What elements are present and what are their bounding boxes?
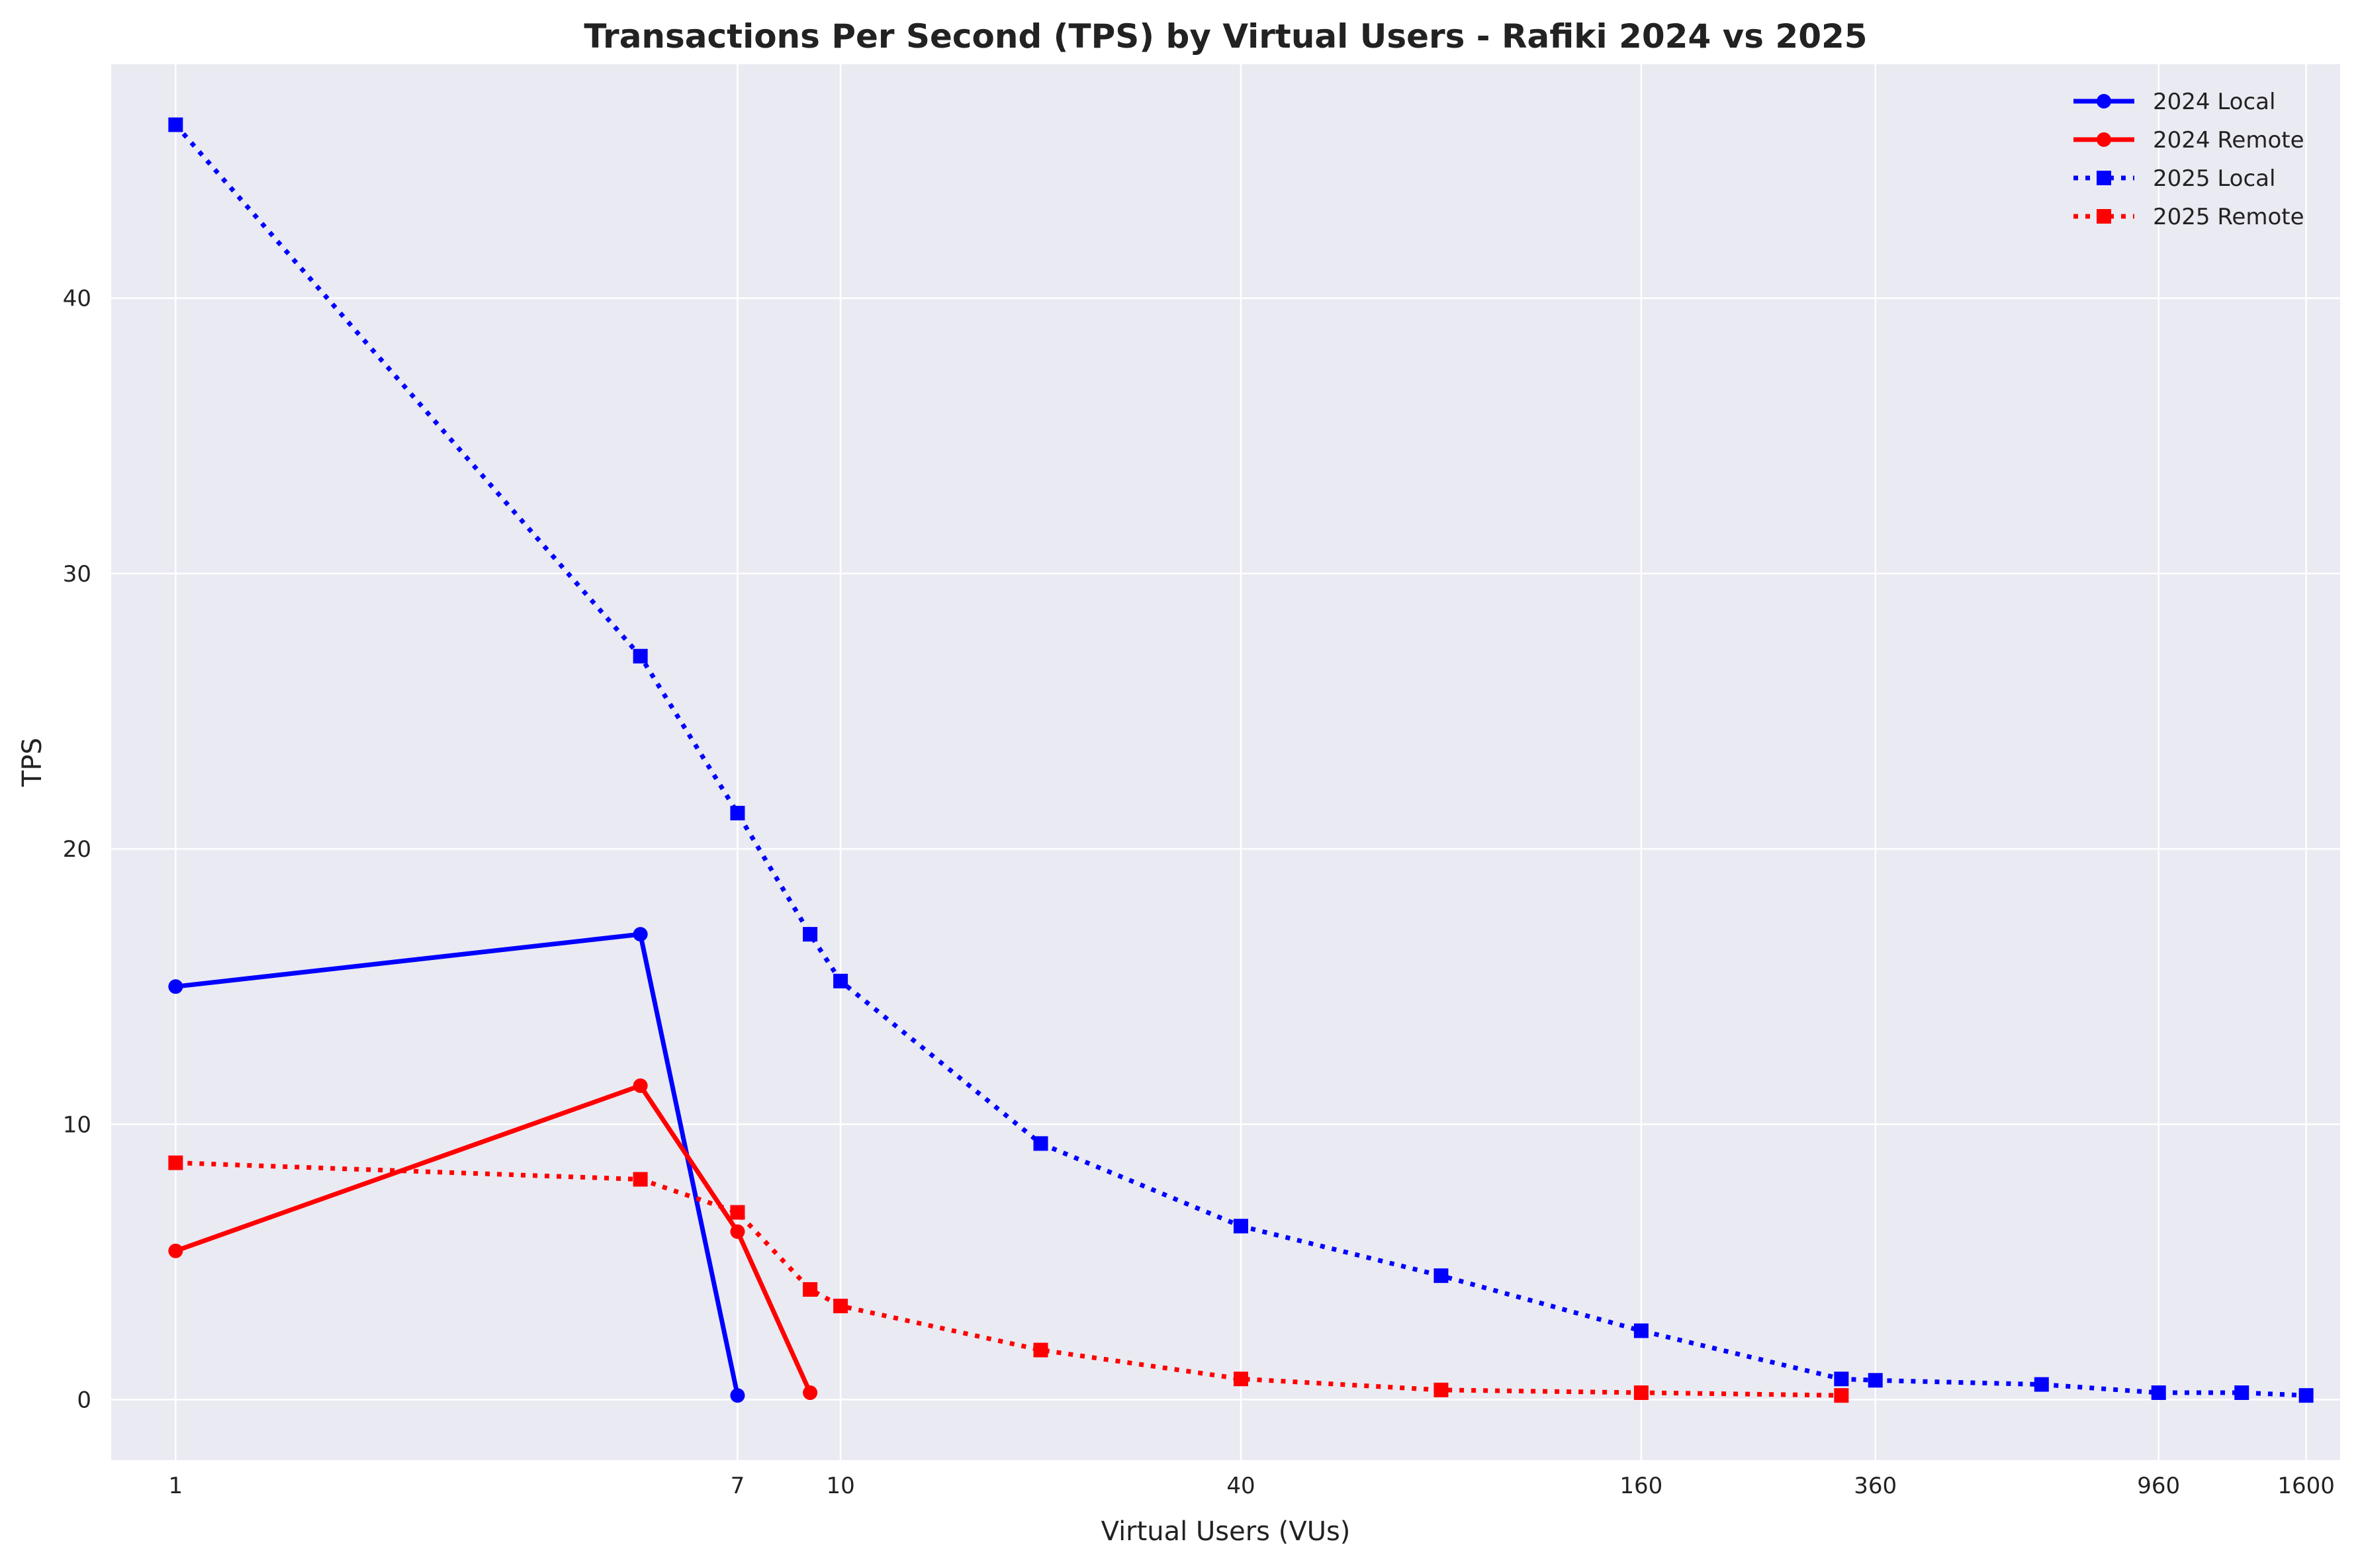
series-line xyxy=(175,1083,813,1394)
data-point xyxy=(168,1243,183,1258)
legend-item: 2024 Remote xyxy=(2073,127,2304,153)
data-point xyxy=(803,1282,818,1297)
x-tick-label: 160 xyxy=(1619,1473,1662,1499)
data-point xyxy=(803,927,818,942)
x-tick-label: 10 xyxy=(826,1473,854,1499)
legend-label: 2025 Remote xyxy=(2153,204,2304,230)
y-tick-label: 30 xyxy=(63,561,91,588)
legend-item: 2025 Remote xyxy=(2073,204,2304,230)
data-point xyxy=(633,648,648,664)
x-tick-label: 1 xyxy=(169,1473,183,1499)
data-point xyxy=(1233,1372,1248,1387)
legend-label: 2024 Remote xyxy=(2153,127,2304,153)
legend-label: 2025 Local xyxy=(2153,165,2275,192)
series-2025-local xyxy=(168,117,2314,1403)
data-point xyxy=(2298,1388,2314,1403)
data-point xyxy=(1633,1385,1649,1401)
data-point xyxy=(168,1155,183,1170)
legend-marker xyxy=(2097,209,2111,224)
data-point xyxy=(1233,1219,1248,1234)
grid-lines xyxy=(111,64,2340,1460)
data-point xyxy=(833,1298,848,1313)
data-point xyxy=(2151,1385,2166,1401)
data-point xyxy=(1834,1388,1849,1403)
chart-title: Transactions Per Second (TPS) by Virtual… xyxy=(584,17,1867,56)
legend-item: 2025 Local xyxy=(2073,165,2275,192)
data-point xyxy=(633,927,648,942)
series-2024-local xyxy=(168,927,745,1403)
legend-marker xyxy=(2097,132,2111,147)
x-tick-label: 7 xyxy=(731,1473,745,1499)
data-point xyxy=(833,973,848,988)
plot-area xyxy=(111,64,2340,1460)
x-tick-label: 40 xyxy=(1226,1473,1255,1499)
legend-marker xyxy=(2097,94,2111,109)
y-tick-label: 40 xyxy=(63,286,91,312)
x-tick-label: 360 xyxy=(1854,1473,1897,1499)
data-point xyxy=(168,117,183,132)
data-point xyxy=(730,1388,745,1403)
data-point xyxy=(1433,1382,1449,1397)
data-point xyxy=(633,1172,648,1187)
data-point xyxy=(1868,1373,1883,1388)
data-point xyxy=(1633,1323,1649,1338)
x-axis-label: Virtual Users (VUs) xyxy=(1101,1516,1351,1547)
data-point xyxy=(2034,1377,2049,1392)
x-tick-label: 1600 xyxy=(2277,1473,2335,1499)
y-tick-label: 0 xyxy=(77,1387,91,1413)
data-point xyxy=(730,1224,745,1239)
y-tick-label: 10 xyxy=(63,1111,91,1138)
tick-labels: 1 7 10 40 160 360 960 1600 0 10 20 30 40 xyxy=(63,286,2335,1499)
series-2024-remote xyxy=(168,1078,818,1401)
series-2025-remote xyxy=(168,1155,1849,1403)
series-line xyxy=(175,1160,1842,1398)
legend: 2024 Local 2024 Remote 2025 Local 2025 Remo… xyxy=(2073,89,2304,230)
legend-item: 2024 Local xyxy=(2073,89,2275,115)
legend-marker xyxy=(2097,171,2111,185)
data-point xyxy=(1033,1136,1048,1151)
data-point xyxy=(730,1205,745,1220)
y-tick-label: 20 xyxy=(63,836,91,863)
data-point xyxy=(1033,1342,1048,1358)
data-point xyxy=(730,805,745,820)
data-point xyxy=(1834,1372,1849,1387)
data-point xyxy=(2234,1385,2249,1401)
series-layer xyxy=(168,117,2314,1403)
data-point xyxy=(168,979,183,994)
y-axis-label: TPS xyxy=(17,738,48,787)
data-point xyxy=(1433,1268,1449,1284)
data-point xyxy=(633,1078,648,1094)
legend-label: 2024 Local xyxy=(2153,89,2275,115)
data-point xyxy=(803,1385,818,1401)
x-tick-label: 960 xyxy=(2137,1473,2180,1499)
